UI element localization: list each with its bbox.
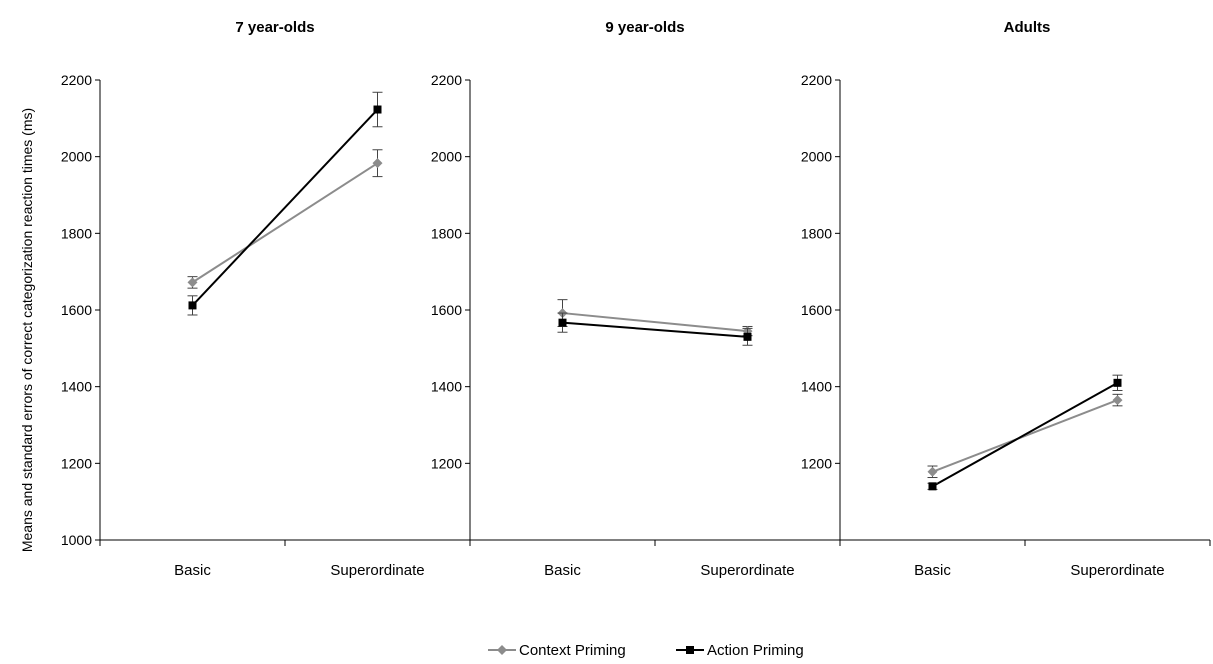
- panel-title: 9 year-olds: [605, 19, 684, 36]
- x-tick-label: Superordinate: [1070, 562, 1164, 579]
- series-line: [562, 312, 748, 333]
- legend-entry: Context Priming: [488, 642, 626, 659]
- y-tick-label: 1000: [61, 532, 92, 548]
- y-tick-label: 2000: [431, 149, 462, 165]
- legend: Context Priming Action Priming: [488, 642, 804, 659]
- panel-2: 9 year-olds 1200 1400 1600 1800 2000 2200 Basic…: [431, 19, 841, 579]
- y-tick-label: 1200: [431, 455, 462, 471]
- y-tick-label: 1400: [801, 379, 832, 395]
- legend-label: Action Priming: [707, 642, 804, 659]
- series-action-priming: [927, 374, 1123, 491]
- data-point: [1113, 378, 1122, 387]
- y-tick-label: 1400: [431, 379, 462, 395]
- y-tick-label: 1600: [801, 302, 832, 318]
- y-tick-label: 2200: [801, 72, 832, 88]
- y-tick-label: 1200: [801, 455, 832, 471]
- data-point: [927, 466, 938, 477]
- y-tick-label: 1600: [61, 302, 92, 318]
- x-tick-label: Superordinate: [700, 562, 794, 579]
- series-action-priming: [557, 312, 753, 346]
- y-tick-label: 1800: [431, 225, 462, 241]
- x-tick-label: Superordinate: [330, 562, 424, 579]
- series-line: [191, 162, 379, 284]
- data-point: [373, 105, 382, 114]
- data-point: [1112, 395, 1123, 406]
- series-action-priming: [187, 91, 383, 316]
- y-tick-label: 2000: [61, 149, 92, 165]
- series-line: [932, 381, 1118, 488]
- data-point: [372, 158, 383, 169]
- legend-marker: [497, 645, 507, 655]
- legend-marker: [686, 646, 694, 654]
- x-tick-label: Basic: [544, 562, 581, 579]
- y-axis-label: Means and standard errors of correct cat…: [19, 108, 35, 552]
- y-tick-label: 1600: [431, 302, 462, 318]
- x-tick-label: Basic: [914, 562, 951, 579]
- y-tick-label: 2000: [801, 149, 832, 165]
- panel-3: Adults 1200 1400 1600 1800 2000 2200 Basic Super…: [801, 19, 1211, 579]
- panel-title: Adults: [1004, 19, 1051, 36]
- legend-entry: Action Priming: [676, 642, 804, 659]
- data-point: [743, 332, 752, 341]
- series-line: [932, 399, 1118, 473]
- data-point: [928, 482, 937, 491]
- y-tick-label: 2200: [431, 72, 462, 88]
- y-tick-label: 1800: [801, 225, 832, 241]
- series-line: [191, 108, 379, 307]
- y-tick-label: 1200: [61, 455, 92, 471]
- panel-1: 7 year-olds 1000 1200 1400 1600 1800 2000 2200 B…: [61, 19, 471, 579]
- panel-title: 7 year-olds: [235, 19, 314, 36]
- data-point: [188, 301, 197, 310]
- data-point: [187, 277, 198, 288]
- y-tick-label: 2200: [61, 72, 92, 88]
- data-point: [558, 318, 567, 327]
- y-tick-label: 1400: [61, 379, 92, 395]
- y-tick-label: 1800: [61, 225, 92, 241]
- x-tick-label: Basic: [174, 562, 211, 579]
- series-context-priming: [187, 149, 383, 289]
- series-context-priming: [927, 393, 1123, 479]
- series-line: [562, 321, 748, 338]
- legend-label: Context Priming: [519, 642, 626, 659]
